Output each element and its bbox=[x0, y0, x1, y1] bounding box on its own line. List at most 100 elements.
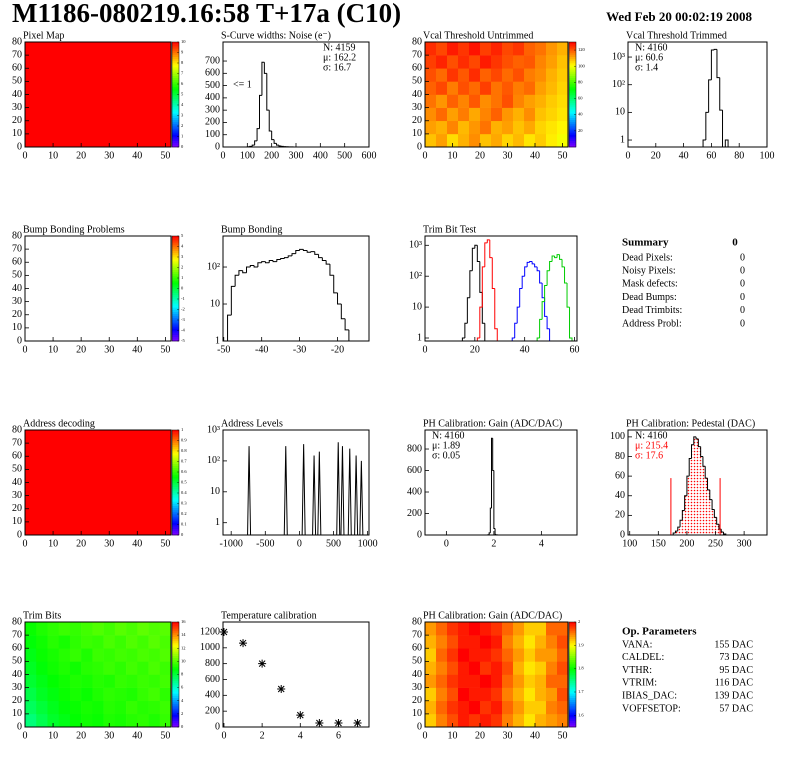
y-tick-label: 200 bbox=[407, 508, 422, 519]
palette-segment bbox=[569, 96, 576, 99]
palette-segment bbox=[172, 92, 179, 95]
palette-segment bbox=[569, 86, 576, 89]
histogram-bin bbox=[526, 261, 530, 267]
x-tick-label: 50 bbox=[160, 150, 170, 161]
histogram-bin bbox=[268, 260, 274, 263]
palette-tick-label: -3 bbox=[181, 317, 185, 322]
x-tick-label: 300 bbox=[737, 538, 752, 549]
heatmap-cell bbox=[546, 648, 558, 662]
palette-segment bbox=[172, 330, 179, 333]
heatmap-cell bbox=[524, 42, 536, 56]
x-tick-label: 30 bbox=[104, 730, 114, 741]
palette-segment bbox=[569, 693, 576, 696]
heatmap-cell bbox=[491, 42, 503, 56]
palette-segment bbox=[172, 144, 179, 148]
palette-segment bbox=[172, 722, 179, 726]
palette-segment bbox=[569, 88, 576, 91]
palette-segment bbox=[569, 144, 576, 148]
palette-segment bbox=[172, 501, 179, 504]
palette-segment bbox=[172, 712, 179, 715]
heatmap-cell bbox=[513, 713, 525, 728]
palette-segment bbox=[172, 701, 179, 705]
palette-segment bbox=[569, 628, 576, 631]
palette-segment bbox=[172, 56, 179, 60]
y-tick-label: 20 bbox=[12, 309, 22, 320]
palette-segment bbox=[569, 79, 576, 83]
heatmap-cell bbox=[513, 700, 525, 715]
histogram-fill bbox=[680, 520, 683, 535]
palette-segment bbox=[172, 236, 179, 239]
palette-segment bbox=[172, 265, 179, 268]
heatmap-cell bbox=[469, 107, 481, 122]
x-tick-label: 200 bbox=[264, 150, 279, 161]
histogram-bin bbox=[280, 258, 285, 260]
palette-segment bbox=[172, 269, 179, 272]
heatmap-cell bbox=[524, 120, 536, 135]
panel-title: Address Levels bbox=[221, 418, 283, 429]
palette-frame bbox=[568, 41, 577, 148]
heatmap-cell bbox=[447, 133, 459, 148]
histogram-bin bbox=[713, 48, 717, 50]
palette-segment bbox=[172, 514, 179, 517]
heatmap-cell bbox=[81, 687, 93, 702]
y-tick-label: 80 bbox=[412, 36, 422, 47]
heatmap-cell bbox=[425, 81, 437, 95]
heatmap-cell bbox=[524, 81, 536, 95]
palette-segment bbox=[569, 98, 576, 102]
x-tick-label: 100 bbox=[760, 150, 775, 161]
panel-title: PH Calibration: Pedestal (DAC) bbox=[626, 418, 755, 429]
heatmap-cell bbox=[513, 622, 525, 636]
x-tick-label: 40 bbox=[132, 344, 142, 355]
heatmap-cell bbox=[546, 120, 558, 135]
palette-segment bbox=[569, 115, 576, 118]
op-value: 95 DAC bbox=[719, 665, 753, 676]
histogram-bin bbox=[541, 283, 545, 299]
histogram-bin bbox=[268, 110, 272, 132]
heatmap-cell bbox=[513, 107, 525, 122]
heatmap-cell bbox=[502, 42, 514, 56]
y-tick-label: 1 bbox=[620, 134, 625, 145]
histogram-bin bbox=[476, 337, 480, 341]
heatmap-cell bbox=[81, 713, 93, 728]
palette-segment bbox=[172, 261, 179, 264]
heatmap-cell bbox=[436, 42, 448, 56]
heatmap-cell bbox=[425, 120, 437, 135]
palette-segment bbox=[569, 657, 576, 661]
y-tick-label: 50 bbox=[12, 656, 22, 667]
heatmap-cell bbox=[524, 700, 536, 715]
y-tick-label: 600 bbox=[205, 674, 220, 685]
heatmap-cell bbox=[469, 713, 481, 728]
heatmap-cell bbox=[502, 635, 514, 649]
palette-segment bbox=[172, 121, 179, 125]
palette-segment bbox=[172, 273, 179, 277]
palette-segment bbox=[569, 71, 576, 74]
histogram-bin bbox=[271, 131, 275, 141]
x-tick-label: 40 bbox=[132, 150, 142, 161]
palette-segment bbox=[569, 689, 576, 692]
histogram-bin bbox=[263, 62, 267, 74]
heatmap-cell bbox=[502, 94, 514, 108]
palette-segment bbox=[172, 126, 179, 129]
heatmap-cell bbox=[25, 42, 172, 148]
op-title: Op. Parameters bbox=[622, 626, 697, 638]
x-tick-label: 4 bbox=[298, 730, 303, 741]
histogram-bin bbox=[242, 270, 247, 274]
histogram-fill bbox=[707, 489, 710, 535]
y-tick-label: 400 bbox=[407, 486, 422, 497]
histogram-bin bbox=[492, 438, 494, 472]
palette-segment bbox=[172, 451, 179, 454]
stats-line: σ: 0.05 bbox=[432, 450, 460, 461]
palette-segment bbox=[172, 282, 179, 285]
fit-stats-line: σ: 17.6 bbox=[635, 450, 663, 461]
histogram-bin bbox=[700, 446, 703, 457]
palette-segment bbox=[172, 718, 179, 721]
histogram-bin bbox=[249, 264, 255, 268]
heatmap-cell bbox=[546, 107, 558, 122]
heatmap-cell bbox=[159, 700, 172, 715]
palette-tick-label: 2 bbox=[181, 265, 183, 270]
y-tick-label: 60 bbox=[12, 63, 22, 74]
heatmap-cell bbox=[447, 700, 459, 715]
heatmap-cell bbox=[524, 55, 536, 69]
palette-segment bbox=[172, 469, 179, 473]
panel-title: Vcal Threshold Untrimmed bbox=[423, 30, 533, 41]
